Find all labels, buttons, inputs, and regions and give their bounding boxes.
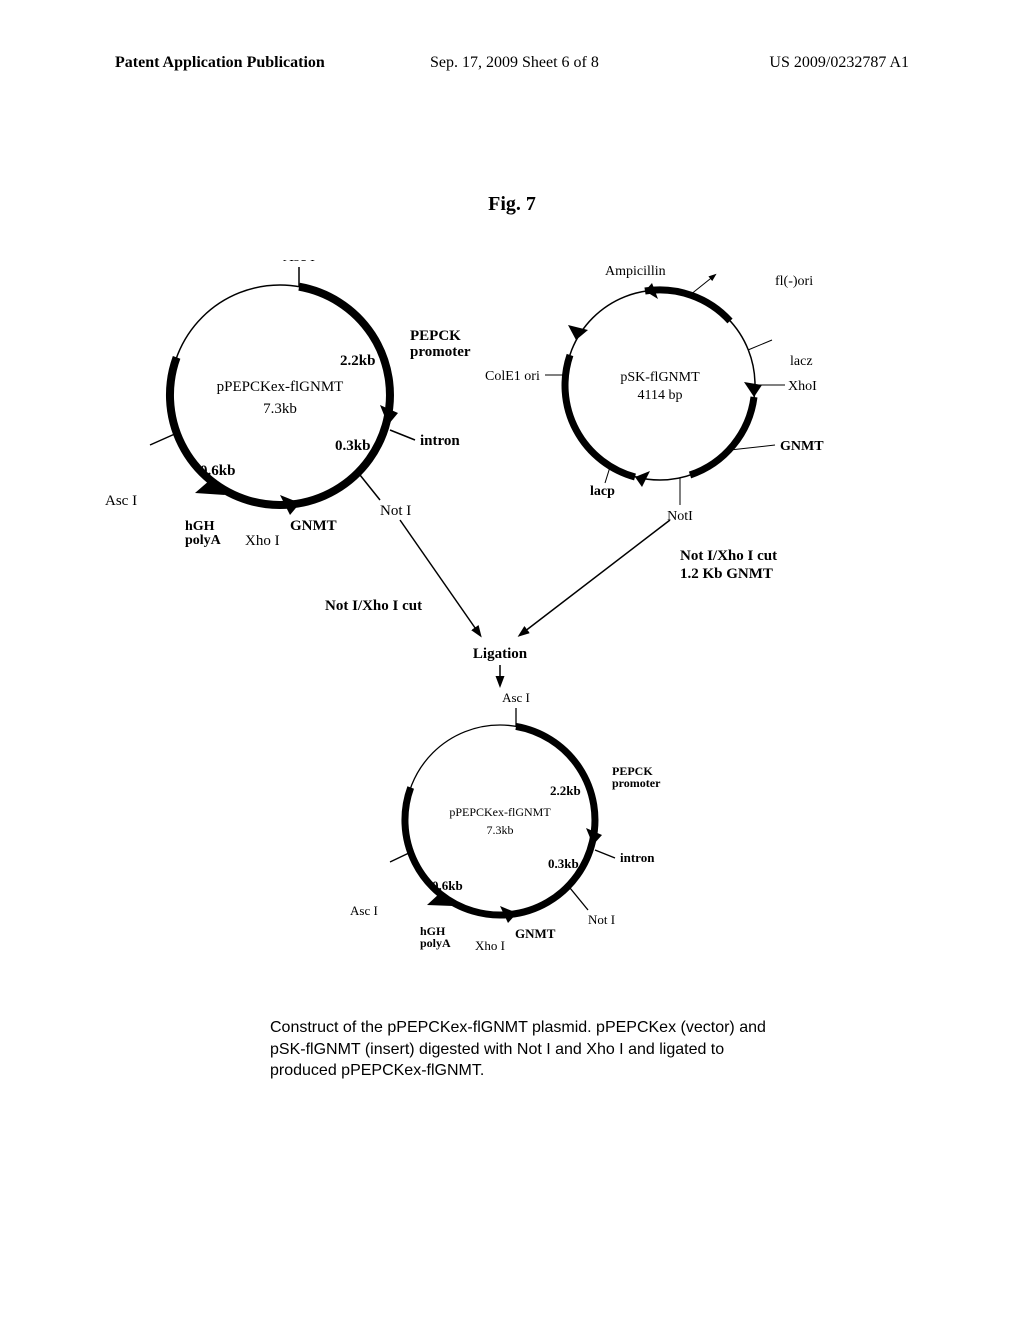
label-lacz: lacz xyxy=(790,354,813,369)
plasmid-c-size: 7.3kb xyxy=(487,823,514,837)
plasmid-b-name: pSK-flGNMT xyxy=(620,370,700,385)
figure-title: Fig. 7 xyxy=(0,193,1024,216)
plasmid-a: pPEPCKex-flGNMT 7.3kb Asc I PEPCKpromote… xyxy=(105,260,471,549)
header-center: Sep. 17, 2009 Sheet 6 of 8 xyxy=(430,54,599,72)
plasmid-diagram: pPEPCKex-flGNMT 7.3kb Asc I PEPCKpromote… xyxy=(100,260,924,1000)
site-xho: Xho I xyxy=(245,533,280,549)
label-intron: intron xyxy=(420,433,460,449)
c-asc-top: Asc I xyxy=(502,690,530,705)
c-hgh: hGHpolyA xyxy=(420,924,451,950)
c-intron-size: 0.3kb xyxy=(548,856,579,871)
plasmid-a-size: 7.3kb xyxy=(263,401,297,417)
c-pepck: PEPCKpromoter xyxy=(612,764,661,790)
label-cole1: ColE1 ori xyxy=(485,369,540,384)
c-hgh-size: 0.6kb xyxy=(432,878,463,893)
site-asc-top: Asc I xyxy=(283,260,315,265)
c-not: Not I xyxy=(588,912,615,927)
site-not: Not I xyxy=(380,503,411,519)
figure-caption: Construct of the pPEPCKex-flGNMT plasmid… xyxy=(270,1017,790,1082)
c-intron: intron xyxy=(620,850,655,865)
label-intron-size: 0.3kb xyxy=(335,438,370,454)
header-right: US 2009/0232787 A1 xyxy=(769,54,909,72)
plasmid-c-name: pPEPCKex-flGNMT xyxy=(449,805,551,819)
c-pepck-size: 2.2kb xyxy=(550,783,581,798)
c-xho: Xho I xyxy=(475,938,505,953)
plasmid-b: pSK-flGNMT 4114 bp Ampicillin fl(-)ori l… xyxy=(485,264,824,524)
plasmid-c: pPEPCKex-flGNMT 7.3kb Asc I PEPCKpromote… xyxy=(350,690,661,953)
label-fl: fl(-)ori xyxy=(775,274,813,289)
cut-b: Not I/Xho I cut 1.2 Kb GNMT xyxy=(680,548,781,582)
header-left: Patent Application Publication xyxy=(115,54,325,72)
patent-page: Patent Application Publication Sep. 17, … xyxy=(0,0,1024,1320)
label-gnmt: GNMT xyxy=(290,518,337,534)
site-xho-b: XhoI xyxy=(788,379,817,394)
site-asc-bl: Asc I xyxy=(105,493,137,509)
label-hgh-size: 0.6kb xyxy=(200,463,235,479)
c-gnmt: GNMT xyxy=(515,926,556,941)
plasmid-a-name: pPEPCKex-flGNMT xyxy=(217,379,344,395)
plasmid-b-size: 4114 bp xyxy=(638,388,683,403)
label-pepck-size: 2.2kb xyxy=(340,353,375,369)
c-asc-bl: Asc I xyxy=(350,903,378,918)
label-gnmt-b: GNMT xyxy=(780,439,824,454)
label-hgh: hGHpolyA xyxy=(185,519,222,548)
label-lacp: lacp xyxy=(590,484,615,499)
cut-a: Not I/Xho I cut xyxy=(325,598,422,614)
ligation-label: Ligation xyxy=(473,646,528,662)
label-pepck: PEPCKpromoter xyxy=(410,328,471,360)
site-not-b: NotI xyxy=(667,509,693,524)
label-amp: Ampicillin xyxy=(605,264,666,279)
